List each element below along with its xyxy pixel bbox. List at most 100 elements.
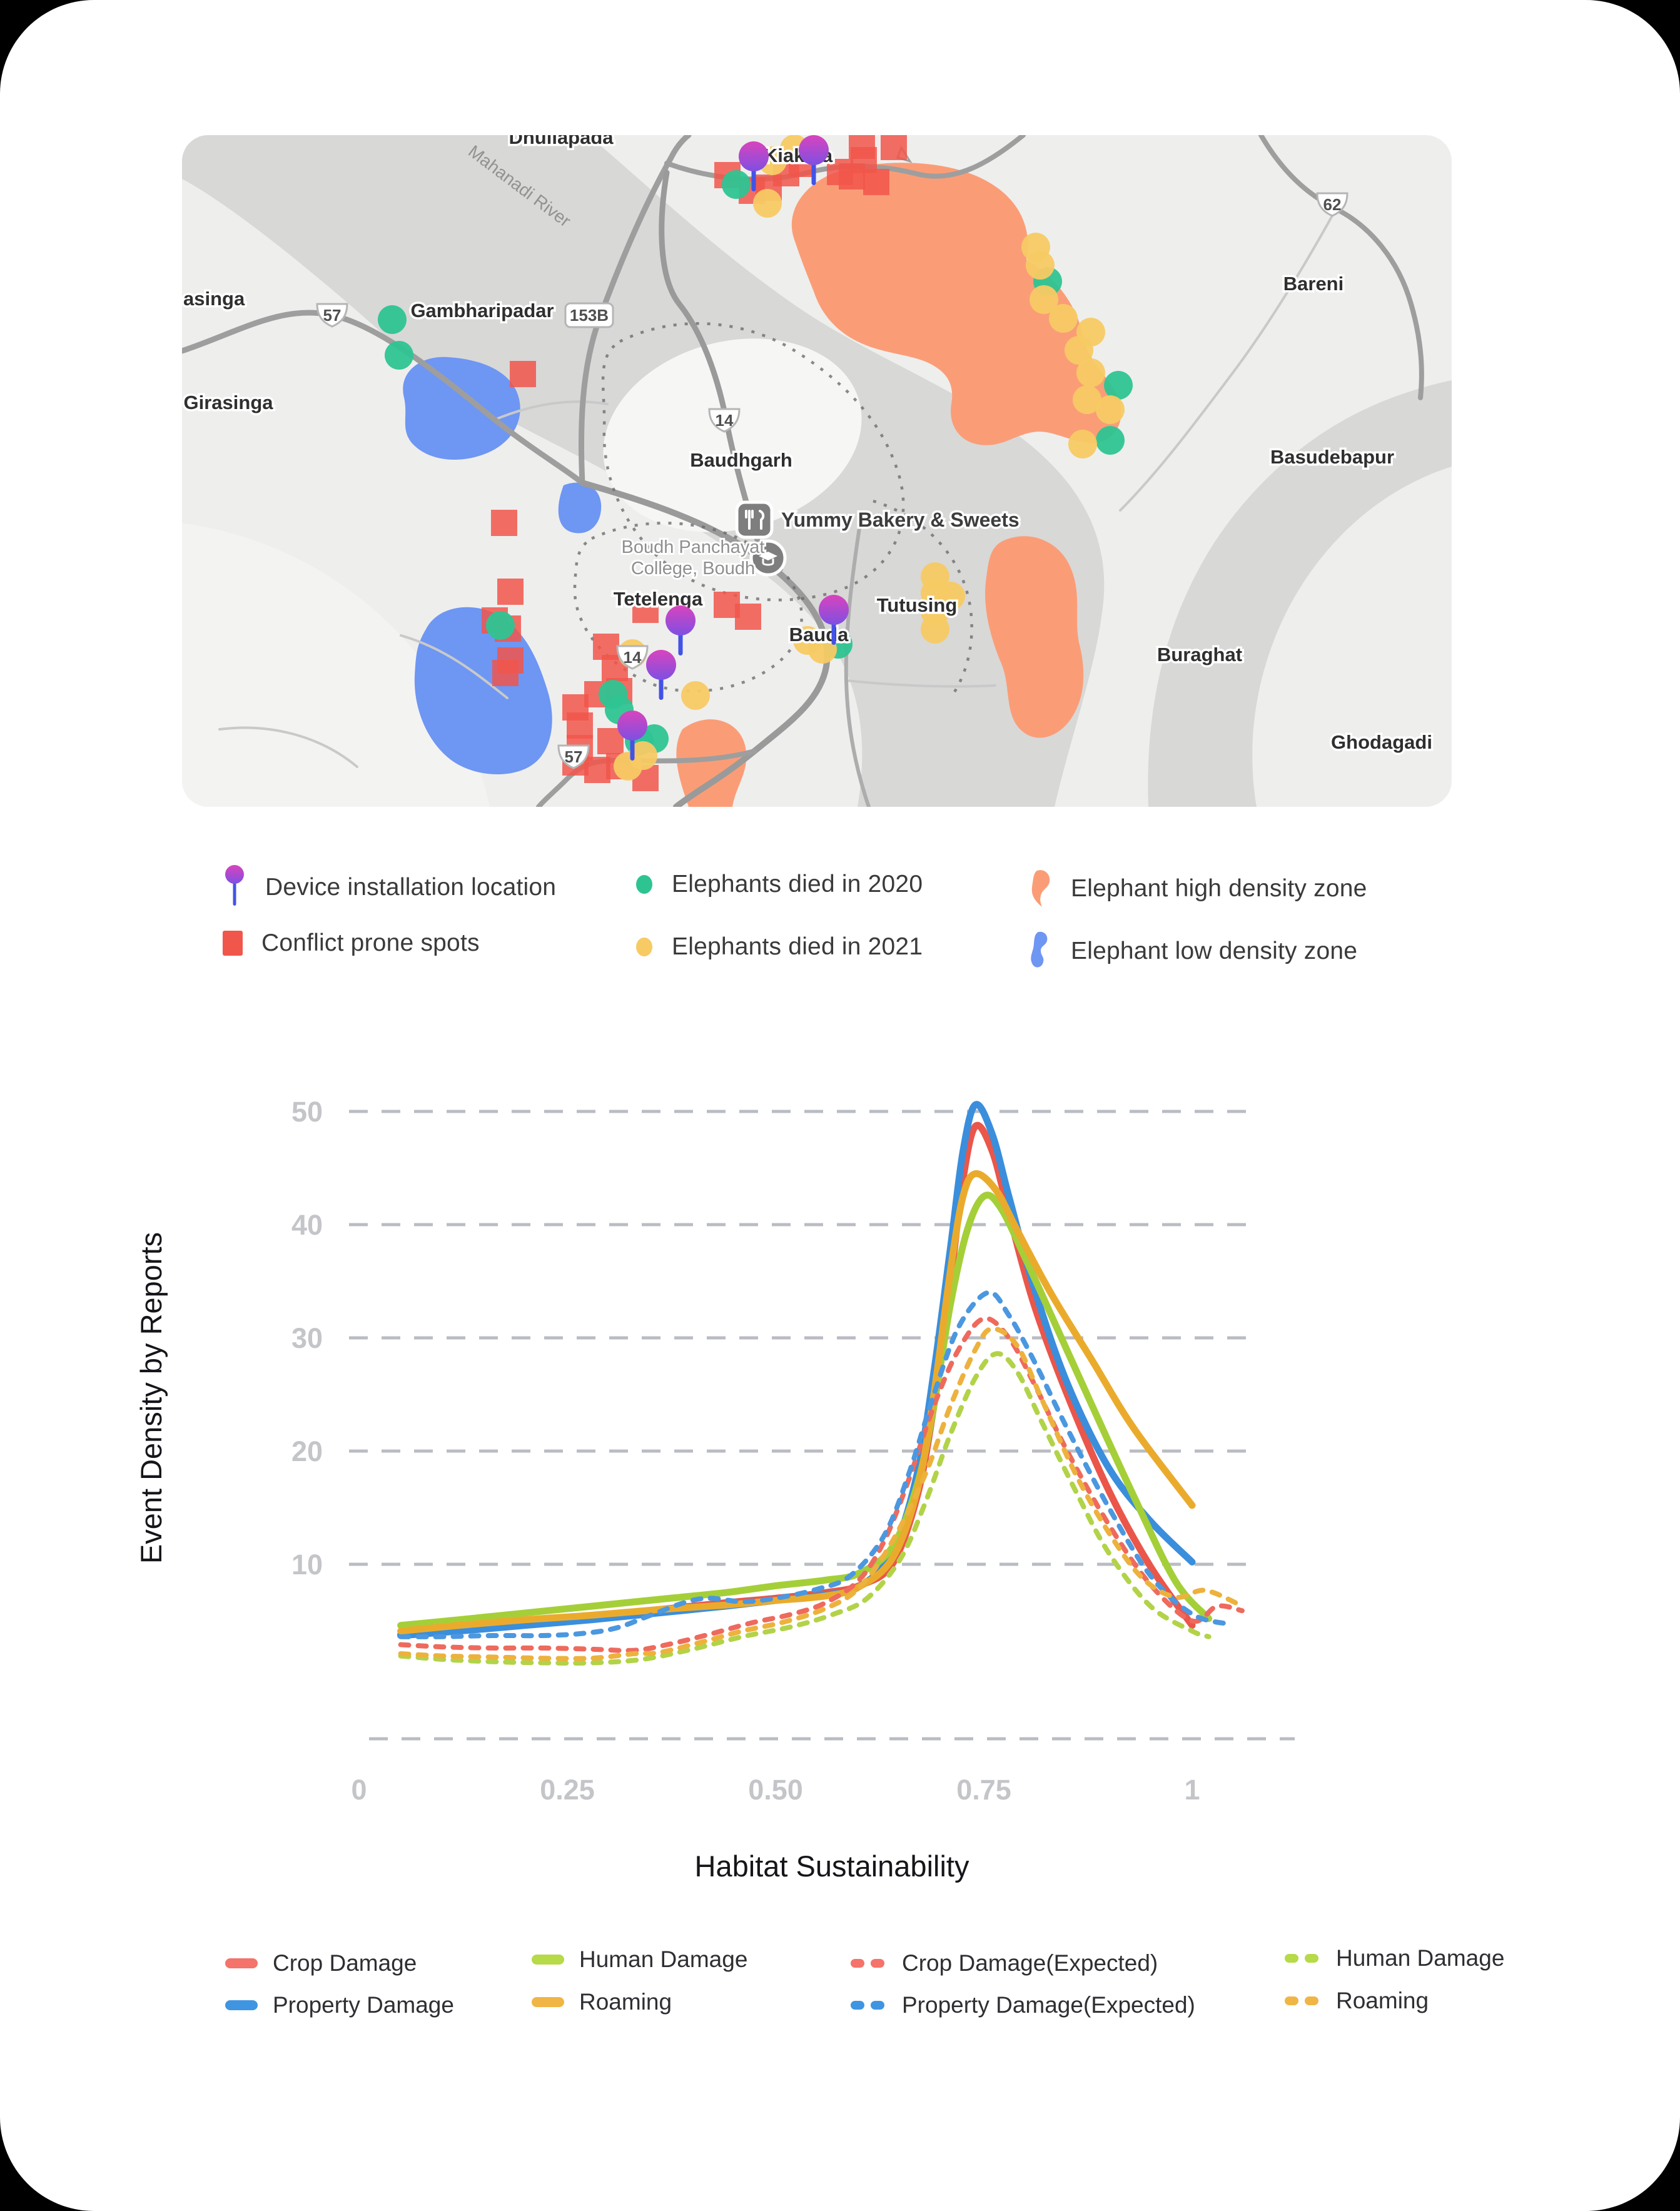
device-installation-pin[interactable]	[617, 711, 647, 761]
elephant-died-2021-marker[interactable]	[681, 681, 710, 710]
device-installation-pin[interactable]	[646, 650, 676, 700]
series-line-property-damage	[397, 1101, 1196, 1639]
elephant-died-2020-marker[interactable]	[1096, 426, 1125, 455]
elephant-died-2021-marker[interactable]	[1096, 395, 1125, 424]
route-shield-label: 62	[1323, 195, 1342, 214]
conflict-prone-spot-marker[interactable]	[491, 510, 517, 536]
elephant-died-2021-marker[interactable]	[921, 615, 949, 644]
road	[1119, 208, 1337, 512]
conflict-prone-spot-marker[interactable]	[851, 147, 877, 173]
chart-legend-label: Property Damage	[273, 1992, 454, 2018]
conflict-prone-spot-marker[interactable]	[497, 579, 524, 605]
highway-14-north	[659, 169, 767, 564]
conflict-prone-spot-marker[interactable]	[567, 712, 593, 739]
elephant-died-2020-marker[interactable]	[486, 611, 515, 640]
series-line-roaming	[398, 1326, 1241, 1661]
conflict-square-icon	[220, 927, 245, 959]
chart-legend-item: Crop Damage(Expected)	[849, 1950, 1158, 1976]
route-shield: 14	[616, 645, 649, 670]
poi[interactable]: Yummy Bakery & Sweets	[735, 500, 1021, 539]
gridlines: 10 20 30 40 50 0 0.25 0.50 0.75 1	[291, 1096, 1295, 1806]
route-shield: 57	[557, 744, 590, 769]
device-installation-pin[interactable]	[739, 141, 769, 191]
died-2021-dot-icon	[633, 933, 655, 961]
y-axis-title: Event Density by Reports	[134, 1232, 168, 1564]
chart-legend-label: Roaming	[1336, 1988, 1429, 2013]
chart-legend-label: Crop Damage(Expected)	[902, 1950, 1158, 1976]
map-legend-label: Elephant low density zone	[1071, 938, 1358, 964]
map-place-label: Ghodagadi	[1331, 731, 1432, 753]
elephant-died-2021-marker[interactable]	[1049, 304, 1078, 333]
chart-legend-item: Human Damage	[1283, 1945, 1504, 1971]
y-tick-label: 10	[291, 1549, 323, 1581]
chart-legend-label: Property Damage(Expected)	[902, 1992, 1195, 2018]
map-place-label: Dhullapada	[509, 135, 614, 148]
device-pin-icon	[225, 865, 244, 906]
conflict-prone-spot-marker[interactable]	[632, 597, 659, 623]
map-place-label: Baudhgarh	[690, 449, 792, 471]
road	[493, 400, 609, 421]
solid-line-swatch-icon	[224, 1957, 259, 1970]
elephant-died-2021-marker[interactable]	[1065, 336, 1093, 365]
conflict-prone-spot-marker[interactable]	[510, 361, 536, 387]
restaurant-icon	[735, 500, 774, 539]
chart-legend-label: Roaming	[579, 1989, 672, 2015]
elephant-died-2021-marker[interactable]	[808, 635, 837, 664]
high-density-zone-icon	[1031, 870, 1050, 907]
elephant-died-2021-marker[interactable]	[1026, 251, 1055, 280]
elephant-died-2021-marker[interactable]	[1076, 358, 1105, 387]
elephant-high-density-zone	[791, 163, 1121, 445]
map-place-label: Gambharipadar	[410, 300, 554, 321]
elephant-died-2020-marker[interactable]	[385, 341, 413, 370]
elephant-died-2021-marker[interactable]	[1030, 285, 1058, 314]
conflict-prone-spot-marker[interactable]	[714, 592, 740, 618]
route-shield-label: 57	[565, 747, 583, 766]
series-line-roaming	[397, 1170, 1196, 1635]
map-legend-label: Device installation location	[265, 874, 557, 901]
map-place-label: Buraghat	[1157, 644, 1242, 665]
series-line-crop-damage	[397, 1121, 1196, 1638]
poi-label: College, Boudh	[631, 559, 755, 579]
died-2021-dot-icon	[636, 938, 652, 956]
device-installation-pin[interactable]	[665, 605, 696, 655]
y-tick-label: 30	[291, 1322, 323, 1354]
device-installation-pin[interactable]	[799, 135, 829, 185]
highway-153B	[578, 135, 692, 486]
terrain-layer	[182, 135, 1452, 807]
conflict-prone-spot-marker[interactable]	[881, 135, 907, 160]
conflict-square-icon	[223, 931, 243, 956]
elephant-died-2021-marker[interactable]	[614, 752, 642, 781]
y-tick-label: 50	[291, 1096, 323, 1128]
map-legend-item: Elephants died in 2020	[633, 871, 923, 898]
route-shield: 14	[708, 408, 741, 433]
elephant-died-2021-marker[interactable]	[1068, 430, 1097, 458]
dotted-boundary	[873, 499, 973, 696]
chart-legend-item: Crop Damage	[224, 1950, 417, 1976]
map-legend-item: Device installation location	[220, 864, 556, 911]
elephant-low-density-zone	[403, 357, 520, 460]
y-tick-label: 20	[291, 1435, 323, 1467]
elephant-died-2021-marker[interactable]	[1073, 385, 1101, 414]
elephant-low-density-zone	[558, 482, 602, 534]
elephant-died-2020-marker[interactable]	[722, 170, 751, 199]
elephant-died-2020-marker[interactable]	[378, 305, 407, 334]
elephant-died-2021-marker[interactable]	[753, 189, 782, 218]
chart-legend-item: Roaming	[530, 1989, 672, 2015]
map[interactable]: 57 153B 14 62 57 14 Dhullapada Kiakata asinga Gi…	[182, 135, 1452, 807]
map-legend-item: Conflict prone spots	[220, 927, 480, 959]
chart-legend-label: Crop Damage	[273, 1950, 417, 1976]
elephant-died-2020-marker[interactable]	[1104, 371, 1133, 400]
conflict-prone-spot-marker[interactable]	[492, 660, 519, 686]
died-2020-dot-icon	[633, 871, 655, 898]
device-installation-pin[interactable]	[819, 595, 849, 645]
dashed-line-swatch-icon	[849, 1999, 888, 2011]
dashed-line-swatch-icon	[849, 1957, 888, 1970]
elephant-high-density-zone	[985, 536, 1084, 738]
road	[218, 726, 358, 768]
x-axis-title: Habitat Sustainability	[695, 1849, 969, 1883]
chart-legend-item: Property Damage	[224, 1992, 454, 2018]
route-shield-label: 14	[716, 411, 734, 430]
highway-62	[1258, 135, 1424, 400]
